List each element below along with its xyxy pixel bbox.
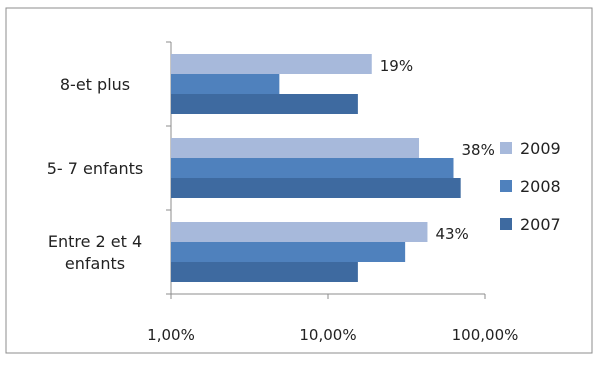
legend-label-2007: 2007 (520, 215, 561, 234)
legend-swatch-2008 (500, 180, 512, 192)
x-tick-label: 10,00% (299, 326, 356, 344)
bar-2008 (171, 74, 280, 94)
bar-2008 (171, 158, 454, 178)
category-label: Entre 2 et 4 (48, 232, 142, 251)
legend-swatch-2007 (500, 218, 512, 230)
legend-label-2009: 2009 (520, 139, 561, 158)
category-label: enfants (65, 254, 125, 273)
legend-swatch-2009 (500, 142, 512, 154)
legend-label-2008: 2008 (520, 177, 561, 196)
labels-layer: 43% Entre 2 et 4 enfants 38% 5- 7 enfants 19%… (47, 57, 495, 273)
data-label: 19% (380, 57, 413, 75)
bar-2009 (171, 54, 372, 74)
category-label: 5- 7 enfants (47, 159, 143, 178)
bar-2009 (171, 222, 428, 242)
bar-2009 (171, 138, 420, 158)
bars-layer (171, 54, 461, 282)
bar-2007 (171, 94, 358, 114)
legend-layer: 2009 2008 2007 (500, 139, 561, 234)
data-label: 38% (461, 141, 494, 159)
data-label: 43% (435, 225, 468, 243)
bar-2007 (171, 178, 461, 198)
category-label: 8-et plus (60, 75, 130, 94)
bar-2007 (171, 262, 358, 282)
x-tick-label: 1,00% (147, 326, 195, 344)
bar-2008 (171, 242, 406, 262)
x-tick-label: 100,00% (452, 326, 519, 344)
